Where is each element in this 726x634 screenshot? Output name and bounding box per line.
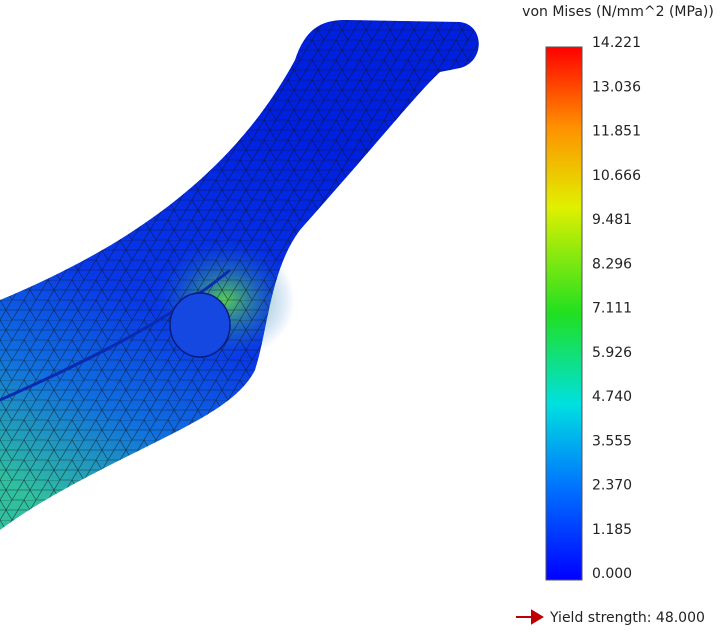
tick-label: 9.481 xyxy=(592,212,632,228)
tick-label: 10.666 xyxy=(592,168,641,184)
tick-label: 3.555 xyxy=(592,433,632,449)
tick-label: 11.851 xyxy=(592,124,641,140)
legend-ticks: 14.221 13.036 11.851 10.666 9.481 8.296 7.111 5… xyxy=(592,35,641,582)
edge xyxy=(0,268,231,402)
model xyxy=(0,20,479,530)
tick-label: 14.221 xyxy=(592,35,641,51)
yield-arrow xyxy=(516,609,544,625)
hole xyxy=(169,292,231,358)
color-scale xyxy=(545,46,583,581)
tick-label: 1.185 xyxy=(592,522,632,538)
tick-label: 0.000 xyxy=(592,566,632,582)
tick-label: 8.296 xyxy=(592,256,632,272)
tick-label: 4.740 xyxy=(592,389,632,405)
yield-label: Yield strength: 48.000 xyxy=(549,610,705,626)
tick-label: 13.036 xyxy=(592,79,641,95)
mesh xyxy=(0,20,479,530)
legend-title: von Mises (N/mm^2 (MPa)) xyxy=(522,4,714,20)
tick-label: 2.370 xyxy=(592,478,632,494)
tick-label: 7.111 xyxy=(592,301,632,317)
tick-label: 5.926 xyxy=(592,345,632,361)
